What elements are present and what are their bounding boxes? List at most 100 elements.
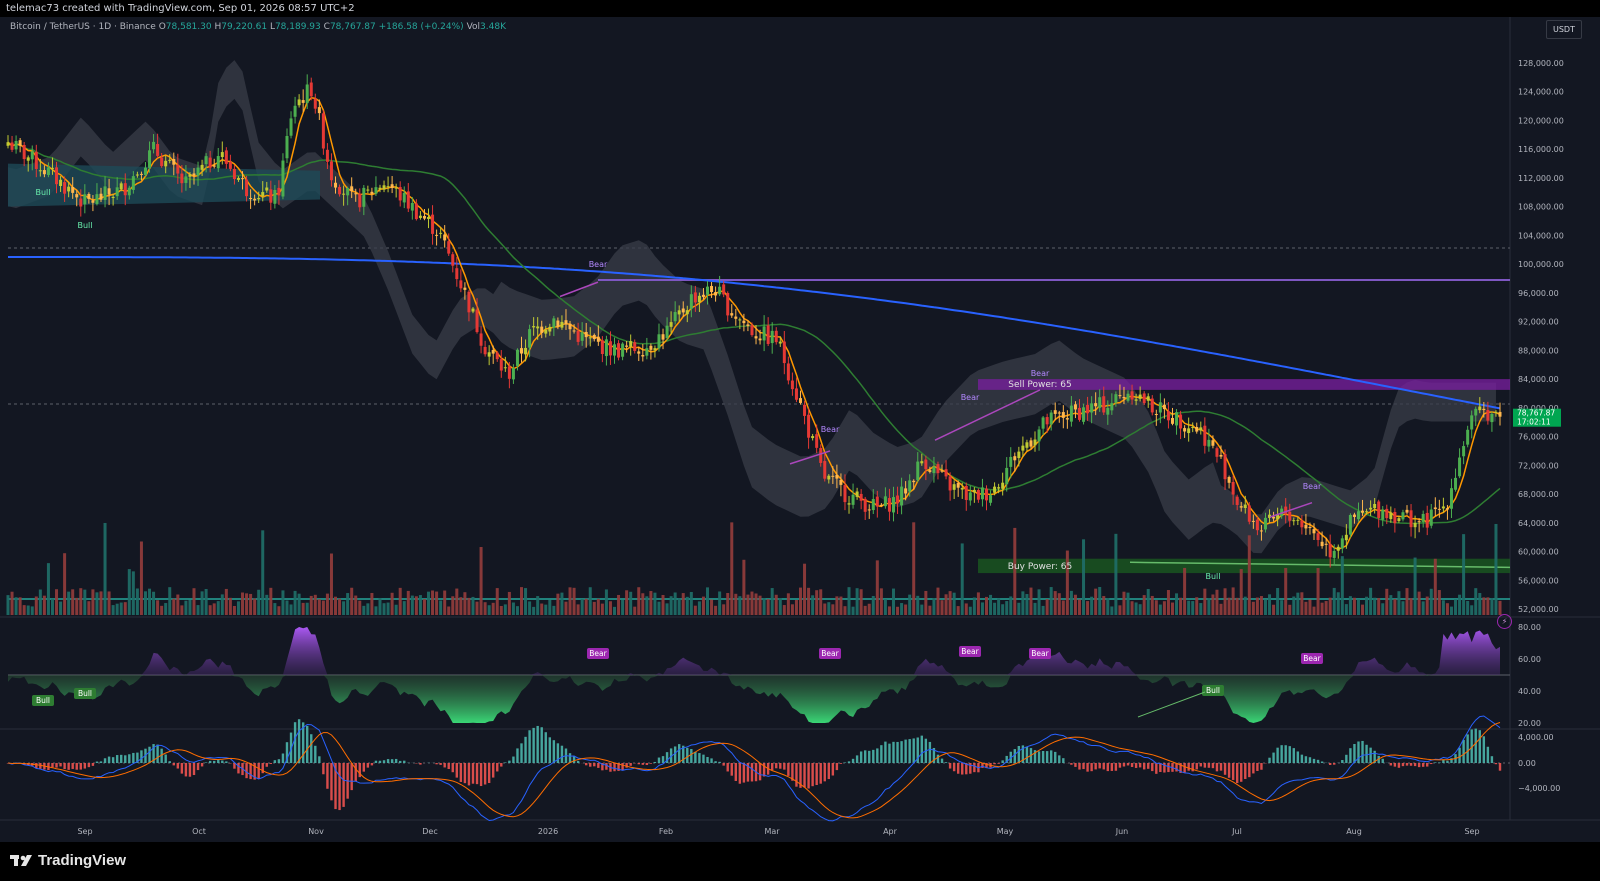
volume-bar — [451, 596, 455, 615]
volume-bar — [301, 602, 305, 615]
macd-histogram-bar — [504, 762, 507, 763]
volume-bars — [6, 522, 1502, 615]
sell-power-label: Sell Power: 65 — [1008, 380, 1072, 390]
candle-body — [693, 292, 697, 303]
chart-canvas[interactable]: Bear Bear Bear Bear Bear Bull Bull Bull Sell Pow… — [0, 17, 1600, 842]
bull-label: Bull — [1205, 572, 1220, 581]
macd-histogram-bar — [1284, 745, 1287, 763]
volume-bar — [1065, 550, 1069, 615]
macd-histogram-bar — [83, 763, 87, 769]
volume-bar — [960, 543, 964, 615]
volume-bar — [1033, 602, 1037, 615]
macd-histogram-bar — [993, 763, 996, 765]
currency-button[interactable]: USDT — [1546, 20, 1582, 39]
volume-bar — [358, 600, 362, 615]
candle-body — [657, 334, 661, 349]
candle-body — [875, 496, 879, 507]
volume-bar — [309, 595, 313, 615]
volume-bar — [1239, 569, 1243, 615]
candle-body — [1377, 501, 1381, 518]
volume-bar — [778, 598, 782, 615]
candle-body — [220, 152, 224, 158]
volume-bar — [1381, 603, 1385, 615]
macd-histogram-bar — [884, 741, 887, 763]
candle-body — [1187, 428, 1191, 434]
macd-histogram-bar — [1462, 739, 1465, 763]
volume-bar — [1223, 588, 1227, 615]
volume-bar — [1017, 602, 1021, 615]
macd-histogram-bar — [835, 763, 839, 771]
macd-histogram-bar — [1353, 744, 1356, 763]
volume-bar — [1162, 601, 1166, 615]
macd-histogram-bar — [285, 742, 289, 763]
macd-histogram-bar — [524, 736, 527, 763]
volume-bar — [111, 605, 115, 615]
candle-body — [499, 359, 503, 371]
volume-bar — [1300, 592, 1304, 615]
volume-bar — [839, 596, 843, 615]
macd-histogram-bar — [200, 763, 204, 767]
macd-histogram-bar — [1280, 745, 1283, 763]
candle-body — [1191, 426, 1195, 428]
candle-body — [1001, 482, 1005, 489]
volume-bar — [38, 589, 42, 615]
volume-bar — [1211, 594, 1215, 615]
candle-body — [479, 333, 483, 346]
macd-histogram-bar — [164, 754, 167, 763]
candle-body — [1086, 404, 1090, 414]
macd-histogram-bar — [863, 750, 867, 763]
candle-body — [1122, 397, 1126, 399]
volume-bar — [26, 605, 30, 615]
candle-body — [576, 330, 580, 342]
candle-body — [1352, 514, 1356, 517]
volume-bar — [863, 605, 867, 615]
support-line — [1129, 561, 1511, 569]
volume-bar — [439, 600, 443, 615]
candle-body — [552, 318, 556, 328]
volume-bar — [544, 604, 548, 615]
candle-body — [1373, 503, 1377, 509]
lightning-icon[interactable]: ⚡ — [1497, 614, 1512, 629]
candle-body — [1126, 393, 1130, 401]
macd-histogram-bar — [1025, 746, 1029, 763]
moving-averages — [7, 96, 1501, 550]
macd-histogram-bar — [289, 732, 293, 763]
macd-histogram-bar — [59, 763, 62, 767]
volume-bar — [1417, 591, 1421, 615]
candle-body — [883, 496, 887, 507]
candle-body — [1284, 506, 1288, 515]
volume-bar — [487, 605, 491, 615]
macd-histogram-bar — [217, 760, 220, 763]
macd-histogram-bar — [188, 763, 192, 777]
macd-histogram-bar — [1082, 763, 1085, 770]
volume-bar — [604, 589, 608, 615]
volume-bar — [621, 599, 625, 615]
macd-histogram-bar — [859, 751, 863, 763]
candle-body — [726, 293, 730, 316]
macd-histogram-bar — [1138, 763, 1142, 768]
volume-bar — [515, 606, 519, 615]
volume-bar — [148, 588, 152, 615]
volume-bar — [1219, 603, 1223, 615]
macd-histogram-bar — [677, 744, 681, 763]
volume-bar — [1179, 597, 1183, 615]
volume-bar — [1029, 587, 1033, 615]
candle-body — [491, 350, 495, 354]
macd-histogram-bar — [475, 763, 479, 785]
volume-bar — [127, 569, 131, 615]
candle-body — [811, 436, 815, 439]
candle-body — [592, 334, 596, 340]
candle-body — [83, 194, 87, 205]
credit-text: telemac73 created with TradingView.com, … — [6, 3, 355, 14]
macd-histogram-bar — [140, 750, 143, 763]
brand[interactable]: TradingView — [10, 852, 126, 869]
volume-bar — [1227, 597, 1231, 615]
volume-bar — [313, 594, 317, 615]
volume-bar — [730, 522, 734, 615]
candle-body — [1033, 439, 1037, 446]
candle-body — [1312, 529, 1316, 534]
volume-bar — [447, 606, 451, 615]
candle-body — [807, 414, 811, 438]
candle-body — [1021, 445, 1025, 451]
macd-histogram-bar — [649, 763, 653, 764]
